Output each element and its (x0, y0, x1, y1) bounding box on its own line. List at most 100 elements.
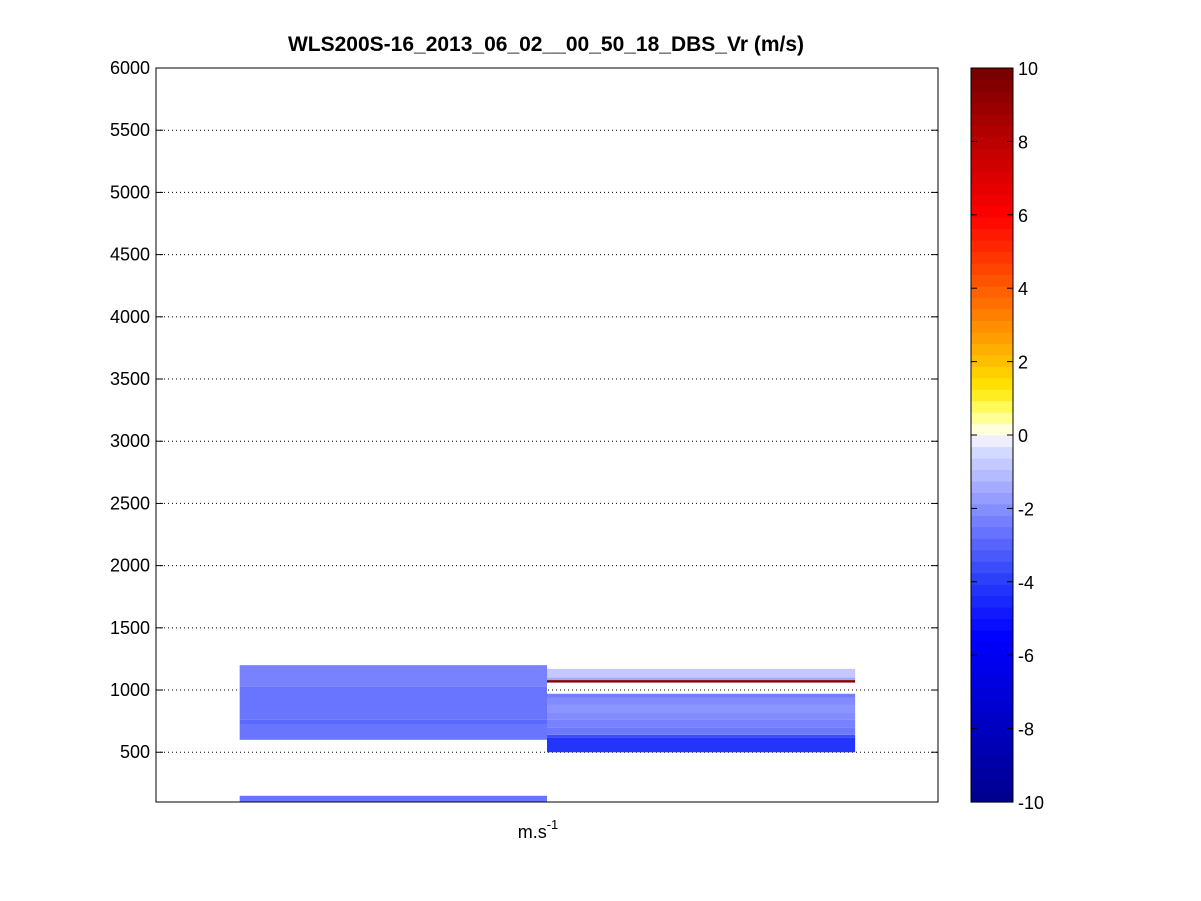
heatmap-cell (547, 734, 856, 738)
heatmap-cell (547, 668, 856, 678)
colorbar-band (971, 320, 1013, 333)
colorbar-band (971, 423, 1013, 436)
colorbar-band (971, 675, 1013, 688)
colorbar-tick-label: 0 (1018, 426, 1028, 446)
y-tick-label: 1500 (110, 618, 150, 638)
colorbar-band (971, 595, 1013, 608)
colorbar-band (971, 308, 1013, 321)
colorbar-band (971, 721, 1013, 734)
y-tick-label: 6000 (110, 58, 150, 78)
colorbar-band (971, 171, 1013, 184)
colorbar-band (971, 572, 1013, 585)
y-tick-label: 3000 (110, 431, 150, 451)
heatmap-cell (547, 680, 856, 683)
colorbar-band (971, 331, 1013, 344)
colorbar-band (971, 435, 1013, 448)
heatmap-cell (547, 677, 856, 681)
heatmap-cell (239, 665, 547, 687)
colorbar-tick-label: -2 (1018, 499, 1034, 519)
colorbar-band (971, 526, 1013, 539)
colorbar-tick-label: -4 (1018, 573, 1034, 593)
colorbar-tick-label: -8 (1018, 720, 1034, 740)
colorbar-band (971, 549, 1013, 562)
colorbar-band (971, 767, 1013, 780)
colorbar-band (971, 607, 1013, 620)
colorbar-band (971, 136, 1013, 149)
colorbar-band (971, 790, 1013, 803)
colorbar-band (971, 698, 1013, 711)
colorbar-band (971, 480, 1013, 493)
colorbar-band (971, 251, 1013, 264)
colorbar-band (971, 446, 1013, 459)
y-axis-tick-labels: 500 1000 1500 2000 2500 3000 3500 4000 4500 5000 5… (110, 58, 150, 762)
x-axis-label: m.s-1 (518, 817, 559, 842)
colorbar-band (971, 664, 1013, 677)
colorbar-band (971, 503, 1013, 516)
y-axis-ticks (156, 67, 938, 753)
heatmap-cell (239, 795, 547, 802)
heatmap-cell (239, 686, 547, 720)
colorbar-band (971, 354, 1013, 367)
y-tick-label: 3500 (110, 369, 150, 389)
chart-title: WLS200S-16_2013_06_02__00_50_18_DBS_Vr (… (288, 33, 804, 56)
y-tick-label: 500 (120, 742, 150, 762)
colorbar-band (971, 584, 1013, 597)
x-axis-label-base: m.s (518, 822, 547, 842)
colorbar-band (971, 68, 1013, 81)
colorbar-band (971, 492, 1013, 505)
colorbar-band (971, 377, 1013, 390)
colorbar-band (971, 618, 1013, 631)
colorbar-tick-label: 4 (1018, 279, 1028, 299)
colorbar-band (971, 389, 1013, 402)
plot-frame (155, 67, 939, 803)
colorbar-band (971, 205, 1013, 218)
colorbar-band (971, 629, 1013, 643)
heatmap-cell (547, 697, 856, 705)
colorbar-band (971, 297, 1013, 310)
y-tick-label: 5500 (110, 120, 150, 140)
colorbar-band (971, 217, 1013, 230)
colorbar-band (971, 240, 1013, 253)
colorbar-band (971, 343, 1013, 356)
colorbar-band (971, 148, 1013, 161)
colorbar-band (971, 733, 1013, 746)
colorbar-tick-label: 2 (1018, 353, 1028, 373)
colorbar-band (971, 366, 1013, 379)
colorbar-band (971, 182, 1013, 195)
colorbar-tick-label: 8 (1018, 132, 1028, 152)
colorbar-band (971, 228, 1013, 241)
y-tick-label: 5000 (110, 182, 150, 202)
colorbar-band (971, 538, 1013, 551)
colorbar-band (971, 412, 1013, 425)
y-tick-label: 1000 (110, 680, 150, 700)
colorbar-band (971, 710, 1013, 723)
y-tick-label: 2000 (110, 556, 150, 576)
colorbar-band (971, 652, 1013, 665)
y-tick-label: 2500 (110, 493, 150, 513)
colorbar-band (971, 779, 1013, 792)
heatmap-cell (547, 727, 856, 735)
y-tick-label: 4000 (110, 307, 150, 327)
colorbar-band (971, 125, 1013, 138)
colorbar-band (971, 113, 1013, 126)
y-tick-label: 4500 (110, 245, 150, 265)
heatmap-cell (239, 724, 547, 740)
colorbar-tick-label: 10 (1018, 59, 1038, 79)
colorbar-tick-label: 6 (1018, 206, 1028, 226)
heatmap-cells (239, 665, 856, 802)
colorbar-band (971, 756, 1013, 769)
colorbar-band (971, 274, 1013, 287)
colorbar-band (971, 641, 1013, 654)
colorbar-band (971, 159, 1013, 172)
colorbar-tick-label: -10 (1018, 793, 1044, 813)
colorbar-band (971, 400, 1013, 413)
colorbar-ticks: -10 -8 -6 -4 -2 0 2 4 6 8 10 (971, 59, 1044, 813)
colorbar-band (971, 687, 1013, 700)
colorbar-band (971, 744, 1013, 757)
colorbar-band (971, 515, 1013, 528)
heatmap-cell (547, 712, 856, 720)
colorbar-band (971, 285, 1013, 298)
colorbar-band (971, 102, 1013, 115)
colorbar-tick-label: -6 (1018, 646, 1034, 666)
